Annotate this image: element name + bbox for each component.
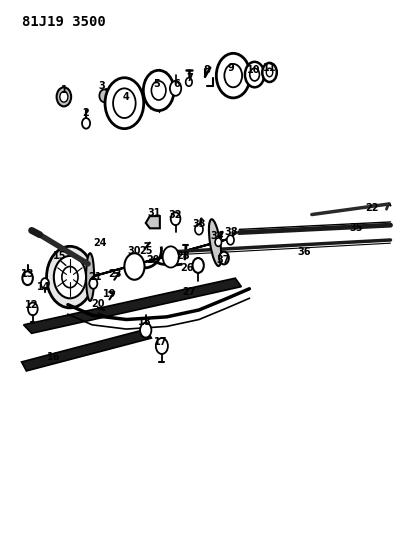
Circle shape [113, 88, 135, 118]
Text: 16: 16 [47, 352, 60, 361]
Text: 6: 6 [173, 78, 180, 88]
Text: 10: 10 [246, 66, 260, 75]
Text: 19: 19 [102, 289, 116, 299]
Circle shape [219, 252, 228, 264]
Polygon shape [72, 238, 232, 282]
Polygon shape [23, 278, 241, 333]
Circle shape [56, 87, 71, 107]
Text: 7: 7 [186, 73, 193, 83]
Circle shape [99, 90, 109, 102]
Circle shape [226, 235, 233, 245]
Circle shape [266, 68, 272, 77]
Circle shape [62, 266, 78, 288]
Circle shape [171, 213, 180, 225]
Text: 34: 34 [210, 231, 223, 241]
Circle shape [105, 78, 143, 128]
Text: 23: 23 [108, 270, 122, 279]
Circle shape [89, 278, 97, 289]
Text: 13: 13 [21, 269, 34, 279]
Ellipse shape [209, 219, 221, 266]
Circle shape [194, 224, 202, 235]
Circle shape [192, 258, 203, 273]
Text: 28: 28 [176, 251, 189, 261]
Text: 22: 22 [365, 203, 378, 213]
Circle shape [22, 271, 33, 285]
Text: 38: 38 [224, 227, 237, 237]
Circle shape [156, 338, 168, 354]
Text: 81J19 3500: 81J19 3500 [21, 14, 105, 29]
Circle shape [249, 68, 259, 81]
Text: 9: 9 [227, 63, 234, 72]
Circle shape [215, 238, 221, 246]
Text: 12: 12 [25, 300, 38, 310]
Text: 32: 32 [168, 209, 182, 220]
Circle shape [262, 63, 276, 82]
Circle shape [151, 81, 166, 100]
Circle shape [60, 92, 68, 102]
Text: 14: 14 [37, 281, 50, 292]
Circle shape [185, 78, 192, 86]
Text: 21: 21 [88, 272, 101, 282]
Text: 36: 36 [296, 247, 310, 257]
Text: 26: 26 [180, 263, 193, 272]
Text: 18: 18 [137, 317, 151, 327]
Text: 15: 15 [53, 251, 66, 261]
Text: 11: 11 [262, 63, 275, 72]
Circle shape [28, 303, 38, 316]
Circle shape [224, 64, 241, 87]
Circle shape [54, 256, 86, 298]
Text: 17: 17 [153, 337, 167, 347]
Text: 20: 20 [91, 298, 104, 309]
Ellipse shape [86, 253, 94, 301]
Circle shape [140, 322, 151, 337]
Text: 5: 5 [153, 78, 160, 88]
Text: 4: 4 [123, 92, 130, 102]
Circle shape [143, 70, 173, 111]
Polygon shape [145, 216, 160, 228]
Text: 30: 30 [128, 246, 141, 256]
Circle shape [47, 246, 93, 308]
Text: 27: 27 [182, 287, 195, 297]
Polygon shape [21, 329, 151, 371]
Circle shape [216, 53, 249, 98]
Text: 33: 33 [192, 219, 205, 229]
Circle shape [244, 62, 264, 87]
Circle shape [82, 118, 90, 128]
Text: 31: 31 [147, 208, 160, 219]
Text: 35: 35 [349, 223, 362, 233]
Text: 29: 29 [145, 255, 159, 265]
Circle shape [124, 253, 144, 280]
Circle shape [162, 246, 178, 268]
Text: 25: 25 [139, 246, 152, 256]
Text: 8: 8 [203, 66, 210, 75]
Circle shape [41, 278, 49, 289]
Text: 37: 37 [216, 255, 229, 265]
Text: 2: 2 [83, 108, 89, 118]
Text: 1: 1 [60, 85, 67, 95]
Text: 3: 3 [98, 81, 105, 91]
Circle shape [170, 81, 181, 96]
Text: 24: 24 [93, 238, 107, 248]
